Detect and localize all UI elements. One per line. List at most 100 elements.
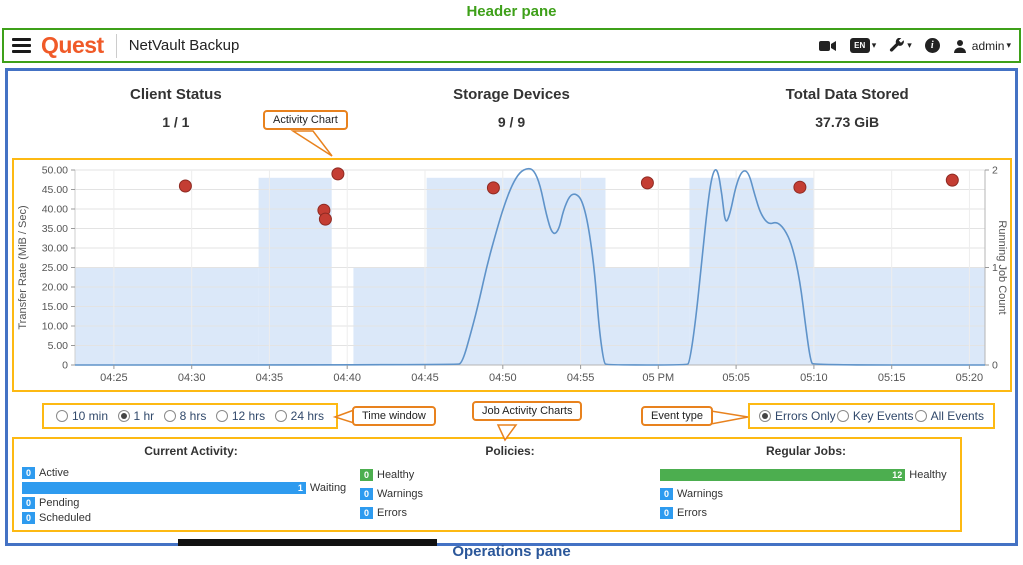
svg-text:50.00: 50.00 [42,165,68,177]
svg-text:20.00: 20.00 [42,282,68,294]
user-icon [953,39,966,53]
radio-button[interactable] [914,410,927,422]
summary-bar-label: Active [39,467,69,479]
quest-logo: Quest [41,32,104,58]
svg-text:0: 0 [992,360,998,372]
time-window-callout: Time window [352,406,436,426]
language-selector[interactable]: EN ▾ [849,38,877,53]
app-title: NetVault Backup [128,37,240,54]
radio-button[interactable] [56,410,68,422]
client-status-tile[interactable]: Client Status 1 / 1 [8,86,344,130]
radio-label: Key Events [852,409,914,423]
column-title: Current Activity: [144,444,238,458]
column-title: Policies: [485,444,535,458]
svg-text:30.00: 30.00 [42,243,68,255]
radio-label: 8 hrs [179,409,207,423]
svg-text:04:40: 04:40 [333,372,361,384]
job-summary-row: 0 Pending [22,497,360,509]
info-button[interactable]: i [924,38,940,53]
time-window-group: 10 min 1 hr 8 hrs 12 hrs 24 hrs [42,403,338,429]
user-menu-button[interactable]: admin ▾ [953,39,1011,53]
video-tutorials-button[interactable] [818,40,837,52]
summary-count-bar[interactable]: 0 [22,512,35,524]
summary-count-bar[interactable]: 0 [360,469,373,481]
radio-button[interactable] [836,410,849,422]
summary-bar-label: Warnings [677,488,724,500]
svg-text:1: 1 [992,262,998,274]
info-icon: i [924,38,940,53]
tile-label: Client Status [129,86,222,103]
radio-12-hrs[interactable]: 12 hrs [215,409,266,423]
radio-button[interactable] [117,410,130,422]
summary-count-bar[interactable]: 12 [660,469,906,481]
radio-button[interactable] [215,410,228,422]
summary-bar-label: Pending [39,497,80,509]
column-rows: 12 Healthy 0 Warnings 0 Errors [660,469,952,519]
radio-errors-only[interactable]: Errors Only [759,409,836,423]
summary-bar-label: Errors [377,507,407,519]
svg-text:04:55: 04:55 [567,372,595,384]
radio-10-min[interactable]: 10 min [56,409,108,423]
svg-text:05:05: 05:05 [722,372,750,384]
radio-label: All Events [930,409,984,423]
summary-count-bar[interactable]: 1 [22,482,306,494]
radio-button[interactable] [759,410,771,422]
chevron-down-icon: ▾ [871,40,877,50]
svg-text:04:30: 04:30 [178,372,206,384]
header-bar: Quest NetVault Backup EN ▾ ▾ i admin ▾ [2,28,1021,63]
job-activity-charts-callout: Job Activity Charts [472,401,583,421]
menu-icon[interactable] [12,38,31,53]
user-name: admin [971,38,1005,53]
radio-label: 24 hrs [290,409,324,423]
radio-button[interactable] [274,410,287,422]
svg-text:04:45: 04:45 [411,372,439,384]
job-summary-row: 1 Waiting [22,482,360,494]
tools-menu-button[interactable]: ▾ [889,37,912,54]
summary-count-bar[interactable]: 0 [360,507,373,519]
chevron-down-icon: ▾ [1006,40,1011,50]
summary-count-bar[interactable]: 0 [660,507,673,519]
radio-1-hr[interactable]: 1 hr [117,409,154,423]
event-type-callout: Event type [641,406,713,426]
summary-count-bar[interactable]: 0 [22,497,35,509]
radio-all-events[interactable]: All Events [914,409,984,423]
summary-count-bar[interactable]: 0 [360,488,373,500]
tile-value: 37.73 GiB [815,114,880,130]
column-rows: 0 Healthy 0 Warnings 0 Errors [360,469,660,519]
svg-text:05:15: 05:15 [878,372,906,384]
svg-text:Transfer Rate (MiB / Sec): Transfer Rate (MiB / Sec) [17,205,29,329]
svg-text:5.00: 5.00 [48,340,69,352]
summary-bar-label: Waiting [309,482,347,494]
operations-pane-annotation: Operations pane [452,543,571,560]
svg-text:05:20: 05:20 [956,372,984,384]
radio-8-hrs[interactable]: 8 hrs [163,409,207,423]
summary-count-bar[interactable]: 0 [22,467,35,479]
language-icon: EN [849,38,870,53]
svg-text:40.00: 40.00 [42,204,68,216]
svg-text:04:50: 04:50 [489,372,517,384]
job-summary-row: 0 Healthy [360,469,660,481]
summary-row: Client Status 1 / 1 Storage Devices 9 / … [8,86,1015,130]
radio-label: 12 hrs [231,409,266,423]
job-summary-row: 12 Healthy [660,469,952,481]
job-summary-row: 0 Errors [660,507,952,519]
summary-count-bar[interactable]: 0 [660,488,673,500]
radio-key-events[interactable]: Key Events [836,409,914,423]
svg-text:05 PM: 05 PM [642,372,674,384]
svg-text:Running Job Count: Running Job Count [996,220,1008,314]
tile-value: 1 / 1 [162,114,190,130]
svg-text:2: 2 [992,165,998,177]
radio-button[interactable] [163,410,176,422]
operations-pane: Current Activity: 0 Active 1 Waiting 0 Pendin… [12,437,962,532]
chevron-down-icon: ▾ [907,40,912,50]
column-title: Regular Jobs: [765,444,846,458]
svg-text:10.00: 10.00 [42,321,68,333]
storage-devices-tile[interactable]: Storage Devices 9 / 9 [344,86,680,130]
radio-24-hrs[interactable]: 24 hrs [274,409,324,423]
video-camera-icon [818,40,836,51]
regular-jobs-column: Regular Jobs: 12 Healthy 0 Warnings 0 Errors [660,444,952,526]
svg-text:05:10: 05:10 [800,372,828,384]
total-data-stored-tile[interactable]: Total Data Stored 37.73 GiB [679,86,1015,130]
activity-chart-canvas: 04:25 04:30 04:35 04:40 04:45 04:50 04:55 05 PM… [17,165,1008,385]
